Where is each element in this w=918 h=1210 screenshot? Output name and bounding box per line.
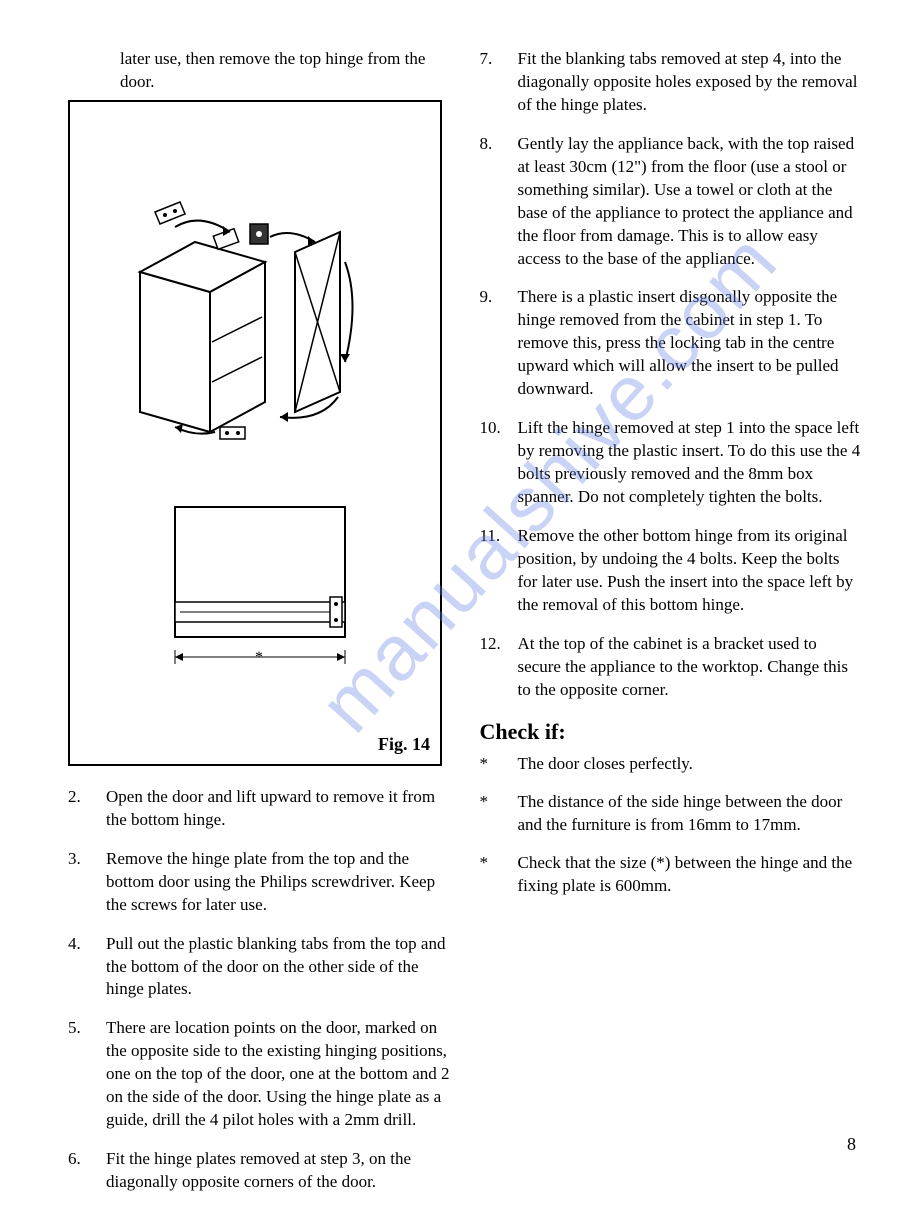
list-item: 7.Fit the blanking tabs removed at step … bbox=[480, 48, 864, 117]
step-number: 5. bbox=[68, 1017, 106, 1132]
step-text: Open the door and lift upward to remove … bbox=[106, 786, 452, 832]
bullet-marker: * bbox=[480, 791, 518, 837]
list-item: *Check that the size (*) between the hin… bbox=[480, 852, 864, 898]
step-number: 3. bbox=[68, 848, 106, 917]
figure-14-box: * Fig. 14 bbox=[68, 100, 442, 766]
list-item: 4.Pull out the plastic blanking tabs fro… bbox=[68, 933, 452, 1002]
list-item: 5.There are location points on the door,… bbox=[68, 1017, 452, 1132]
figure-caption: Fig. 14 bbox=[378, 732, 430, 756]
bullet-marker: * bbox=[480, 852, 518, 898]
step-number: 9. bbox=[480, 286, 518, 401]
step-text: Fit the hinge plates removed at step 3, … bbox=[106, 1148, 452, 1194]
svg-text:*: * bbox=[255, 649, 263, 666]
list-item: 6.Fit the hinge plates removed at step 3… bbox=[68, 1148, 452, 1194]
left-step-list: 2.Open the door and lift upward to remov… bbox=[68, 786, 452, 1194]
step-number: 8. bbox=[480, 133, 518, 271]
page-number: 8 bbox=[847, 1132, 856, 1156]
list-item: 11.Remove the other bottom hinge from it… bbox=[480, 525, 864, 617]
list-item: 12.At the top of the cabinet is a bracke… bbox=[480, 633, 864, 702]
list-item: 8.Gently lay the appliance back, with th… bbox=[480, 133, 864, 271]
step-number: 11. bbox=[480, 525, 518, 617]
step-text: Gently lay the appliance back, with the … bbox=[518, 133, 864, 271]
step-number: 12. bbox=[480, 633, 518, 702]
step-text: Lift the hinge removed at step 1 into th… bbox=[518, 417, 864, 509]
step-text: Remove the hinge plate from the top and … bbox=[106, 848, 452, 917]
appliance-front-diagram: * bbox=[165, 502, 355, 682]
check-text: The door closes perfectly. bbox=[518, 753, 693, 776]
step-text: At the top of the cabinet is a bracket u… bbox=[518, 633, 864, 702]
step-text: There are location points on the door, m… bbox=[106, 1017, 452, 1132]
list-item: 10.Lift the hinge removed at step 1 into… bbox=[480, 417, 864, 509]
step-text: Pull out the plastic blanking tabs from … bbox=[106, 933, 452, 1002]
step-number: 10. bbox=[480, 417, 518, 509]
appliance-exploded-diagram bbox=[120, 182, 390, 442]
list-item: *The door closes perfectly. bbox=[480, 753, 864, 776]
step-number: 2. bbox=[68, 786, 106, 832]
step-text: Remove the other bottom hinge from its o… bbox=[518, 525, 864, 617]
step-text: There is a plastic insert disgonally opp… bbox=[518, 286, 864, 401]
right-column: 7.Fit the blanking tabs removed at step … bbox=[480, 48, 864, 1210]
intro-paragraph: later use, then remove the top hinge fro… bbox=[120, 48, 452, 94]
two-column-layout: later use, then remove the top hinge fro… bbox=[68, 48, 863, 1210]
list-item: *The distance of the side hinge between … bbox=[480, 791, 864, 837]
step-number: 4. bbox=[68, 933, 106, 1002]
check-text: Check that the size (*) between the hing… bbox=[518, 852, 864, 898]
check-list: *The door closes perfectly. *The distanc… bbox=[480, 753, 864, 898]
check-text: The distance of the side hinge between t… bbox=[518, 791, 864, 837]
step-text: Fit the blanking tabs removed at step 4,… bbox=[518, 48, 864, 117]
check-heading: Check if: bbox=[480, 717, 864, 747]
right-step-list: 7.Fit the blanking tabs removed at step … bbox=[480, 48, 864, 701]
list-item: 3.Remove the hinge plate from the top an… bbox=[68, 848, 452, 917]
list-item: 9.There is a plastic insert disgonally o… bbox=[480, 286, 864, 401]
step-number: 7. bbox=[480, 48, 518, 117]
bullet-marker: * bbox=[480, 753, 518, 776]
step-number: 6. bbox=[68, 1148, 106, 1194]
left-column: later use, then remove the top hinge fro… bbox=[68, 48, 452, 1210]
list-item: 2.Open the door and lift upward to remov… bbox=[68, 786, 452, 832]
